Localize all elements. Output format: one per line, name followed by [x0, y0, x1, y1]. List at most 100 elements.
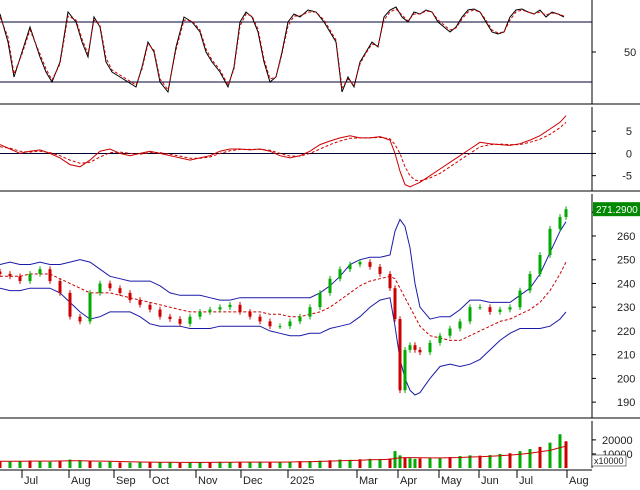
candle-body	[388, 273, 392, 289]
volume-unit-label: x10000	[594, 456, 624, 466]
macd-signal-line	[0, 121, 567, 182]
candle-body	[508, 307, 512, 310]
stochastic-tick-label: 50	[624, 47, 636, 59]
volume-bar	[558, 434, 562, 468]
x-axis-month-label: Dec	[243, 475, 263, 487]
x-axis-month-label: Apr	[400, 475, 417, 487]
volume-bar	[458, 456, 462, 468]
macd-tick-label: 5	[626, 126, 632, 138]
middle-band-line	[0, 261, 567, 341]
candle-body	[48, 269, 52, 282]
volume-bar	[408, 458, 412, 468]
volume-panel: 2000010000x10000	[0, 421, 633, 468]
volume-bar	[528, 449, 532, 468]
candle-body	[488, 307, 492, 312]
candle-body	[328, 278, 332, 293]
candle-body	[268, 321, 272, 327]
candle-body	[458, 321, 462, 329]
volume-bar	[438, 457, 442, 468]
candle-body	[58, 281, 62, 293]
price-tick-label: 250	[617, 255, 635, 267]
x-axis-month-label: Jul	[24, 475, 38, 487]
volume-bar	[538, 446, 542, 468]
volume-bar	[358, 459, 362, 468]
upper-band-line	[0, 218, 567, 320]
macd-tick-label: -5	[622, 171, 632, 183]
candle-body	[178, 319, 182, 324]
price-tick-label: 190	[617, 397, 635, 409]
volume-bar	[108, 461, 112, 468]
candle-body	[413, 345, 417, 350]
volume-bar	[268, 462, 272, 468]
candle-body	[378, 266, 382, 274]
candle-body	[108, 283, 112, 289]
volume-bar	[28, 460, 32, 468]
candle-body	[208, 309, 212, 312]
candle-body	[148, 304, 152, 310]
x-axis: Jul Aug Sep Oct Nov Dec 2025 Mar Apr May Jun Jul Aug	[0, 469, 592, 487]
volume-bar	[278, 462, 282, 468]
price-tick-label: 200	[617, 373, 635, 385]
candle-body	[18, 276, 22, 282]
volume-bar	[338, 459, 342, 468]
candle-body	[478, 307, 482, 309]
candle-body	[98, 283, 102, 293]
volume-bar	[328, 460, 332, 468]
volume-bar	[518, 451, 522, 468]
volume-bar	[128, 462, 132, 468]
candle-body	[498, 309, 502, 312]
stochastic-panel: 50	[0, 0, 640, 105]
volume-bar	[238, 461, 242, 468]
candle-body	[528, 273, 532, 291]
candle-body	[393, 288, 397, 320]
candle-body	[78, 316, 82, 322]
candle-body	[418, 349, 422, 353]
volume-bar	[378, 459, 382, 468]
volume-bar	[308, 460, 312, 468]
x-axis-month-label: May	[441, 475, 462, 487]
volume-bar	[98, 462, 102, 468]
x-axis-month-label: Nov	[198, 475, 218, 487]
candle-body	[0, 271, 2, 274]
candle-body	[308, 307, 312, 317]
price-tick-label: 230	[617, 302, 635, 314]
candle-body	[438, 335, 442, 343]
candle-body	[318, 292, 322, 308]
volume-bar	[488, 455, 492, 468]
candle-body	[448, 328, 452, 336]
volume-bar	[548, 442, 552, 468]
candle-body	[408, 345, 412, 350]
candle-body	[398, 319, 402, 391]
volume-bar	[564, 441, 568, 468]
volume-bar	[188, 462, 192, 468]
price-panel: 190200210220230240250260270271.2900	[0, 194, 640, 419]
candle-body	[258, 316, 262, 322]
x-axis-month-label: Sep	[116, 475, 136, 487]
volume-bar	[158, 461, 162, 468]
x-axis-month-label: 2025	[290, 475, 314, 487]
volume-bar	[138, 462, 142, 468]
volume-bar	[468, 455, 472, 468]
volume-bar	[68, 459, 72, 468]
candle-body	[538, 254, 542, 274]
volume-bar	[318, 460, 322, 468]
candle-body	[518, 290, 522, 308]
candle-body	[138, 300, 142, 305]
volume-bar	[248, 462, 252, 468]
volume-ma-line	[0, 445, 567, 463]
x-axis-month-label: Aug	[71, 475, 91, 487]
candle-body	[548, 228, 552, 255]
volume-bar	[393, 451, 397, 468]
volume-bar	[418, 458, 422, 468]
candle-body	[228, 304, 232, 308]
x-axis-month-label: Jun	[481, 475, 499, 487]
volume-bar	[178, 462, 182, 468]
volume-bar	[288, 461, 292, 468]
volume-bar	[118, 462, 122, 468]
candle-body	[118, 288, 122, 293]
candle-body	[38, 269, 42, 274]
candle-body	[368, 262, 372, 267]
volume-bar	[168, 462, 172, 468]
volume-bar	[413, 458, 417, 468]
